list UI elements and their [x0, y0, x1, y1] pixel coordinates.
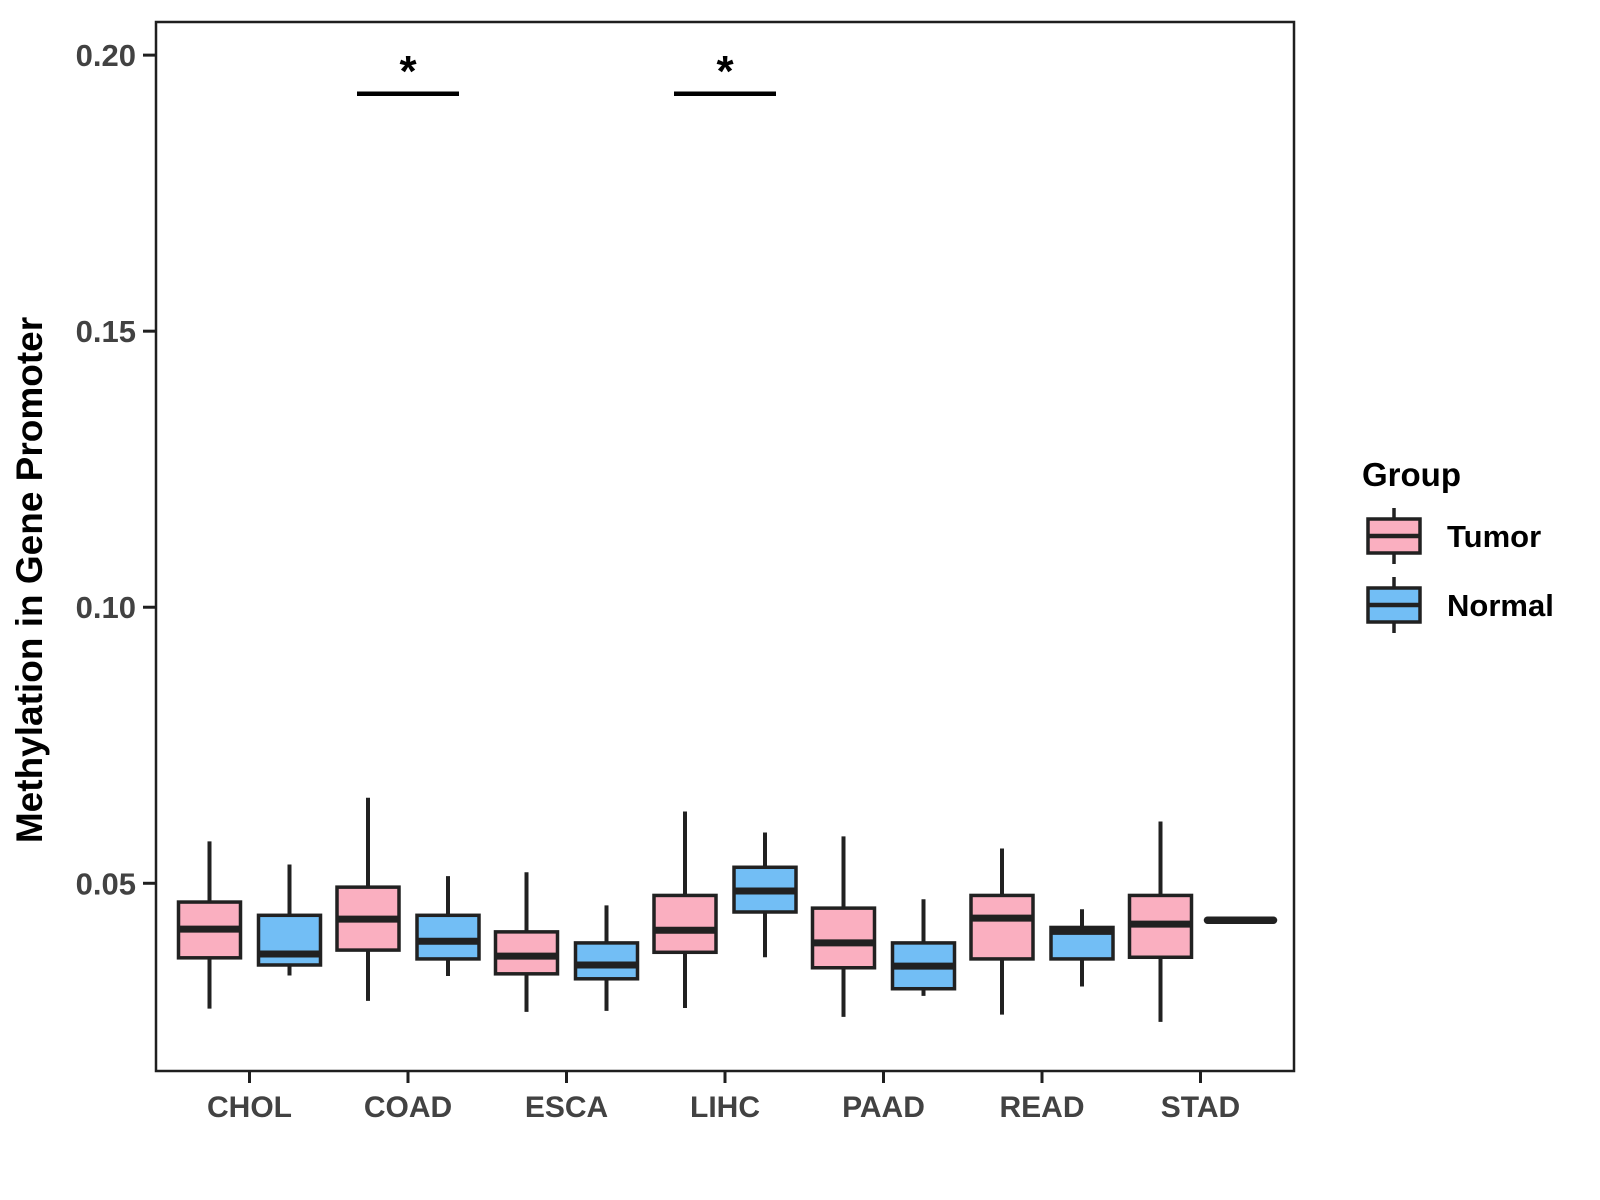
x-tick-label-paad: PAAD: [842, 1091, 925, 1124]
x-tick-label-read: READ: [999, 1091, 1084, 1124]
legend-title: Group: [1362, 456, 1461, 493]
significance-asterisk-coad: *: [399, 47, 417, 96]
significance-asterisk-lihc: *: [716, 47, 734, 96]
box-coad-normal: [415, 913, 481, 961]
box-paad-tumor: [810, 906, 877, 970]
legend-label-normal: Normal: [1447, 588, 1554, 623]
y-tick-label: 0.15: [76, 314, 136, 349]
box-read-tumor: [969, 893, 1035, 961]
box-chol-normal: [256, 913, 323, 967]
panel-border: [154, 20, 1296, 1073]
y-tick-label: 0.20: [76, 38, 136, 73]
box-esca-normal: [573, 941, 640, 981]
x-tick-label-chol: CHOL: [207, 1091, 292, 1124]
legend-key-normal: Normal: [1366, 577, 1554, 633]
y-tick-label: 0.10: [76, 590, 136, 625]
y-tick-label: 0.05: [76, 866, 136, 901]
legend-label-tumor: Tumor: [1447, 519, 1541, 554]
box-lihc-tumor: [652, 893, 718, 955]
x-tick-label-coad: COAD: [364, 1091, 452, 1124]
x-tick-label-lihc: LIHC: [690, 1091, 760, 1124]
x-tick-label-stad: STAD: [1161, 1091, 1240, 1124]
legend-key-tumor: Tumor: [1366, 508, 1541, 564]
x-tick-label-esca: ESCA: [525, 1091, 608, 1124]
y-axis-title: Methylation in Gene Promoter: [9, 317, 50, 843]
